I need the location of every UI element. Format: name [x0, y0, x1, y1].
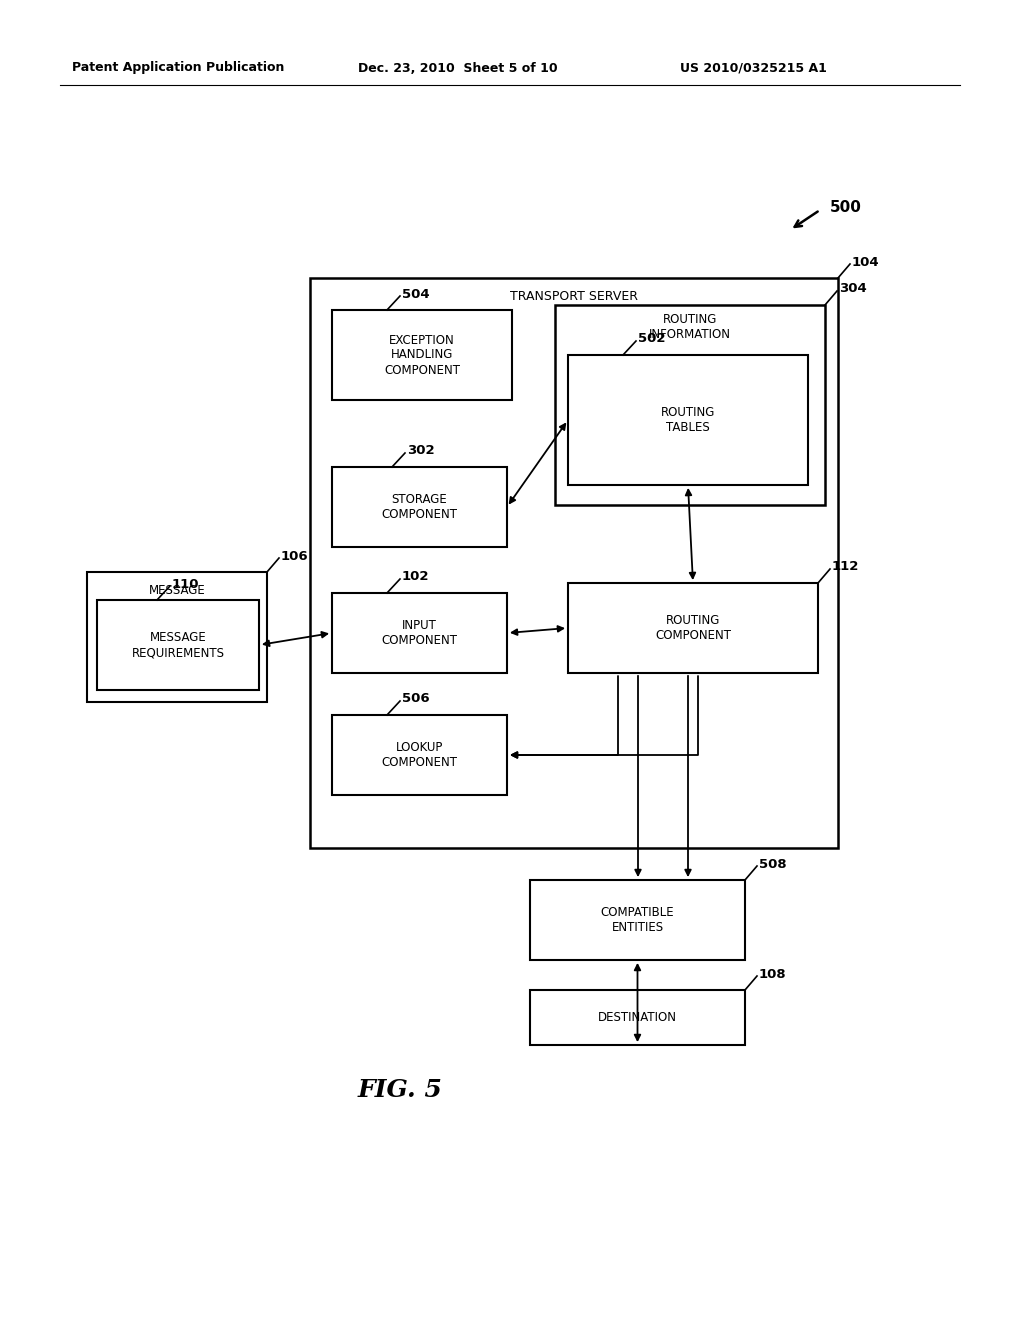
Text: 108: 108 [759, 968, 786, 981]
Bar [530, 880, 745, 960]
Text: ROUTING
TABLES: ROUTING TABLES [660, 407, 715, 434]
Text: 102: 102 [402, 570, 429, 583]
Bar [332, 467, 507, 546]
Text: INPUT
COMPONENT: INPUT COMPONENT [382, 619, 458, 647]
Text: EXCEPTION
HANDLING
COMPONENT: EXCEPTION HANDLING COMPONENT [384, 334, 460, 376]
Bar [568, 355, 808, 484]
Text: TRANSPORT SERVER: TRANSPORT SERVER [510, 289, 638, 302]
Text: 112: 112 [831, 561, 859, 573]
Text: 504: 504 [402, 288, 430, 301]
Text: 502: 502 [638, 333, 666, 346]
Text: FIG. 5: FIG. 5 [357, 1078, 442, 1102]
Text: 104: 104 [852, 256, 880, 268]
Text: 110: 110 [172, 578, 200, 590]
Text: MESSAGE: MESSAGE [148, 583, 206, 597]
Bar [332, 593, 507, 673]
Bar [87, 572, 267, 702]
Text: STORAGE
COMPONENT: STORAGE COMPONENT [382, 492, 458, 521]
Text: MESSAGE
REQUIREMENTS: MESSAGE REQUIREMENTS [131, 631, 224, 659]
Text: Dec. 23, 2010  Sheet 5 of 10: Dec. 23, 2010 Sheet 5 of 10 [358, 62, 558, 74]
Text: 304: 304 [839, 282, 866, 296]
Text: ROUTING
COMPONENT: ROUTING COMPONENT [655, 614, 731, 642]
Bar [310, 279, 838, 847]
Bar [97, 601, 259, 690]
Text: 500: 500 [830, 201, 862, 215]
Text: US 2010/0325215 A1: US 2010/0325215 A1 [680, 62, 826, 74]
Text: 302: 302 [407, 445, 434, 458]
Text: DESTINATION: DESTINATION [598, 1011, 677, 1024]
Text: LOOKUP
COMPONENT: LOOKUP COMPONENT [382, 741, 458, 770]
Text: COMPATIBLE
ENTITIES: COMPATIBLE ENTITIES [601, 906, 675, 935]
Bar [555, 305, 825, 506]
Text: 106: 106 [281, 549, 308, 562]
Text: 506: 506 [402, 693, 430, 705]
Text: ROUTING
INFORMATION: ROUTING INFORMATION [649, 313, 731, 341]
Text: 508: 508 [759, 858, 786, 870]
Text: Patent Application Publication: Patent Application Publication [72, 62, 285, 74]
Bar [568, 583, 818, 673]
Bar [332, 715, 507, 795]
Bar [530, 990, 745, 1045]
Bar [332, 310, 512, 400]
